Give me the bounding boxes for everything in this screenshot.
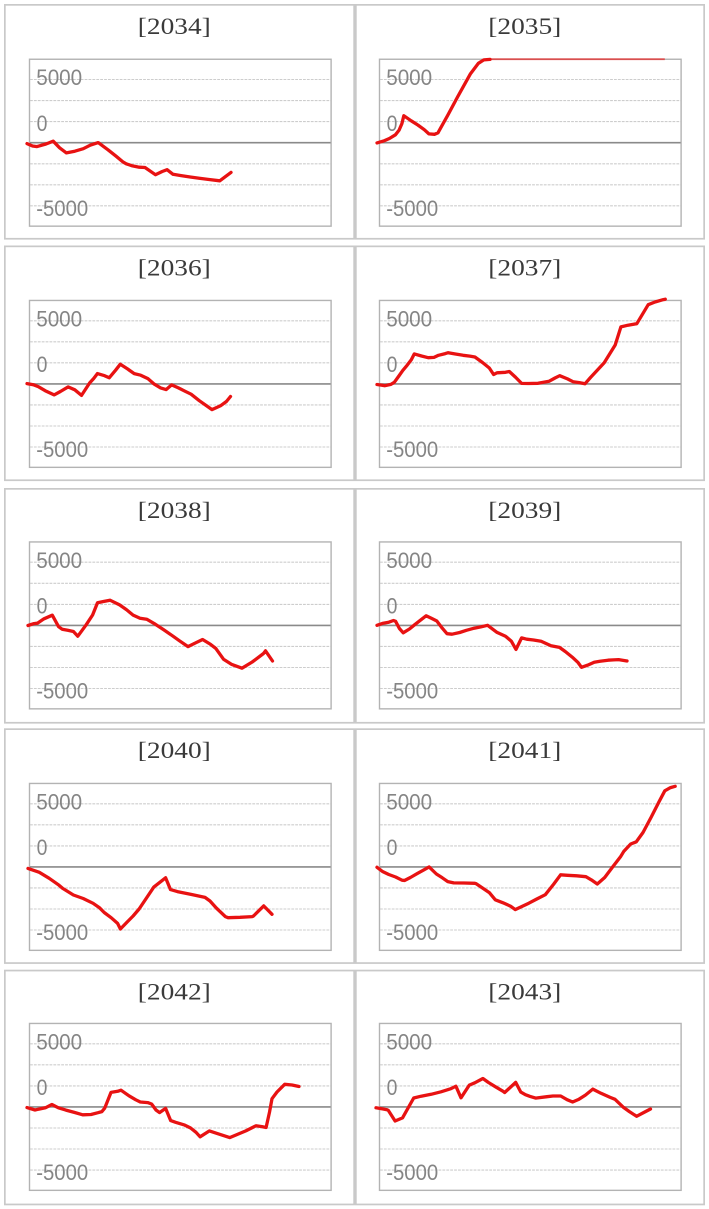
svg-text:0: 0 [37, 835, 48, 860]
svg-text:[2042]: [2042] [138, 980, 211, 1005]
svg-text:5000: 5000 [386, 306, 432, 331]
svg-text:5000: 5000 [36, 789, 82, 814]
svg-text:[2041]: [2041] [488, 738, 561, 763]
svg-text:[2040]: [2040] [138, 738, 211, 763]
svg-text:[2038]: [2038] [138, 498, 211, 523]
svg-text:0: 0 [387, 835, 398, 860]
svg-text:-5000: -5000 [386, 1160, 438, 1185]
svg-text:[2043]: [2043] [488, 980, 561, 1005]
svg-text:0: 0 [37, 111, 48, 136]
svg-text:-5000: -5000 [36, 437, 88, 462]
svg-text:5000: 5000 [386, 789, 432, 814]
svg-text:5000: 5000 [36, 306, 82, 331]
svg-text:-5000: -5000 [36, 920, 88, 945]
svg-text:[2037]: [2037] [488, 255, 561, 280]
svg-text:5000: 5000 [386, 548, 432, 573]
svg-text:0: 0 [37, 352, 48, 377]
svg-text:-5000: -5000 [386, 920, 438, 945]
svg-text:0: 0 [387, 111, 398, 136]
svg-text:5000: 5000 [36, 65, 82, 90]
svg-text:[2036]: [2036] [138, 255, 211, 280]
svg-text:[2039]: [2039] [488, 498, 561, 523]
svg-text:5000: 5000 [386, 65, 432, 90]
svg-text:[2035]: [2035] [488, 14, 561, 39]
svg-text:-5000: -5000 [36, 1160, 88, 1185]
svg-text:0: 0 [37, 1075, 48, 1100]
svg-text:-5000: -5000 [36, 196, 88, 221]
svg-text:-5000: -5000 [386, 196, 438, 221]
svg-text:-5000: -5000 [386, 437, 438, 462]
svg-text:-5000: -5000 [36, 679, 88, 704]
svg-text:0: 0 [37, 594, 48, 619]
svg-text:5000: 5000 [36, 548, 82, 573]
svg-text:-5000: -5000 [386, 679, 438, 704]
svg-text:0: 0 [387, 352, 398, 377]
svg-text:5000: 5000 [36, 1029, 82, 1054]
svg-text:0: 0 [387, 1075, 398, 1100]
svg-text:0: 0 [387, 594, 398, 619]
svg-text:[2034]: [2034] [138, 14, 211, 39]
svg-text:5000: 5000 [386, 1029, 432, 1054]
